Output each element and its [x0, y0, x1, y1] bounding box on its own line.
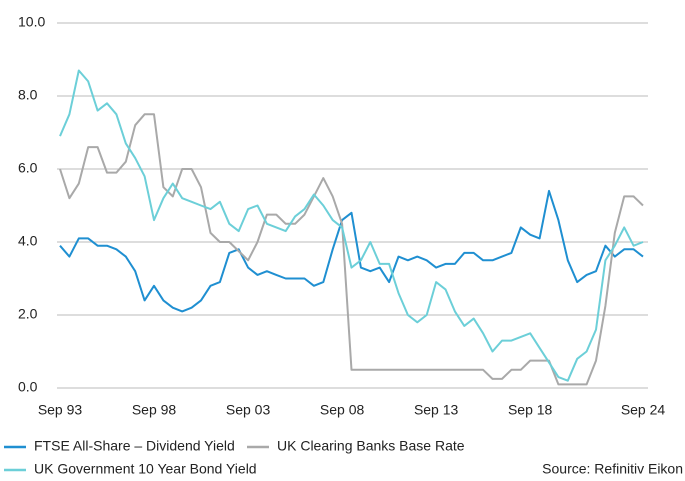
legend-label: FTSE All-Share – Dividend Yield: [34, 438, 235, 454]
series-line: [59, 189, 644, 313]
x-tick-label: Sep 18: [508, 402, 553, 418]
y-tick-label: 8.0: [18, 87, 38, 103]
x-tick-label: Sep 13: [414, 402, 459, 418]
legend-label: UK Government 10 Year Bond Yield: [34, 461, 257, 477]
x-tick-label: Sep 24: [621, 402, 666, 418]
series-line: [59, 113, 644, 386]
y-tick-label: 6.0: [18, 160, 38, 176]
x-tick-label: Sep 03: [226, 402, 271, 418]
y-tick-label: 2.0: [18, 306, 38, 322]
y-tick-label: 4.0: [18, 233, 38, 249]
source-note: Source: Refinitiv Eikon: [542, 461, 683, 477]
y-tick-label: 10.0: [18, 14, 45, 30]
x-tick-label: Sep 08: [320, 402, 365, 418]
series-line: [59, 69, 644, 382]
y-tick-label: 0.0: [18, 379, 38, 395]
legend-label: UK Clearing Banks Base Rate: [277, 438, 465, 454]
x-tick-label: Sep 98: [132, 402, 177, 418]
x-tick-label: Sep 93: [38, 402, 83, 418]
